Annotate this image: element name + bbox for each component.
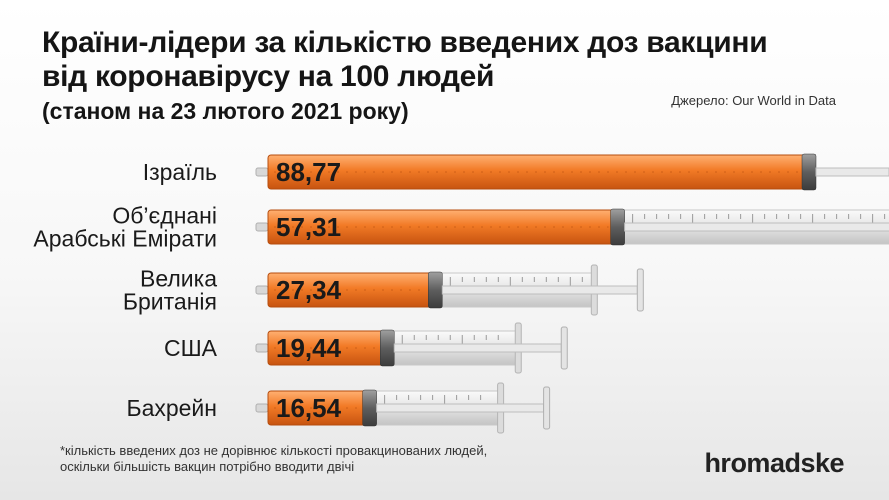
brand-logo: hromadske (704, 448, 844, 478)
bar-fill (267, 154, 809, 190)
plunger-stopper (428, 271, 443, 309)
needle-hub (255, 167, 269, 177)
plunger-stopper (610, 208, 625, 246)
plunger-thumb (543, 386, 551, 430)
syringe-4: 19,44 США (164, 322, 568, 374)
value-label: 19,44 (276, 333, 342, 363)
footnote-line-2: оскільки більшість вакцин потрібно вводи… (60, 459, 355, 474)
value-label: 27,34 (276, 275, 342, 305)
plunger-stopper (801, 153, 817, 191)
value-label: 57,31 (276, 212, 341, 242)
chart-title: Країни-лідери за кількістю введених доз … (42, 26, 768, 94)
syringe-1: 88,77 Ізраїль (143, 153, 889, 191)
category-label: Об’єднані (112, 203, 217, 229)
category-label: Арабські Емірати (33, 226, 217, 252)
plunger-rod (624, 222, 889, 232)
footnote-line-1: *кількість введених доз не дорівнює кіль… (60, 443, 488, 458)
category-label: Британія (123, 289, 217, 315)
needle-hub (255, 285, 269, 295)
needle-hub (255, 222, 269, 232)
plunger-rod (393, 343, 562, 353)
category-label: Бахрейн (126, 395, 217, 421)
value-label: 16,54 (276, 393, 342, 423)
category-label: Велика (140, 266, 217, 292)
category-label: Ізраїль (143, 159, 217, 185)
plunger-stopper (380, 329, 395, 367)
syringe-5: 16,54 Бахрейн (126, 382, 551, 434)
plunger-stopper (362, 389, 377, 427)
needle-hub (255, 343, 269, 353)
footnote: *кількість введених доз не дорівнює кіль… (60, 443, 580, 475)
plunger-thumb (560, 326, 568, 370)
title-line-2: від коронавірусу на 100 людей (42, 60, 495, 93)
chart-subtitle: (станом на 23 лютого 2021 року) (42, 98, 409, 124)
source-note: Джерело: Our World in Data (671, 93, 836, 108)
needle-hub (255, 403, 269, 413)
plunger-thumb (636, 268, 644, 312)
title-line-1: Країни-лідери за кількістю введених доз … (42, 26, 768, 59)
plunger-rod (376, 403, 545, 413)
value-label: 88,77 (276, 157, 341, 187)
plunger-rod (815, 167, 889, 177)
plunger-rod (441, 285, 638, 295)
category-label: США (164, 335, 218, 361)
